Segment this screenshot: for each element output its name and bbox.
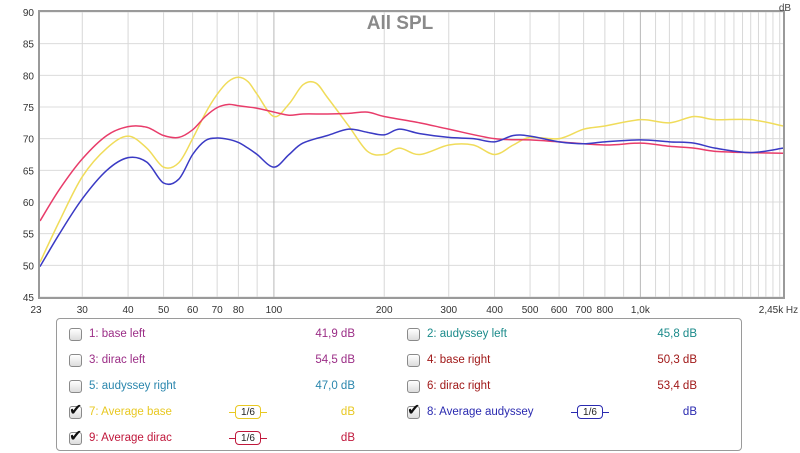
series-line-average-dirac <box>39 103 784 222</box>
legend-value: 41,9 dB <box>315 328 355 340</box>
legend-label: 8: Average audyssey <box>427 406 534 418</box>
legend-item-average-dirac[interactable]: ✔ 9: Average dirac 1/6 dB <box>69 428 389 450</box>
legend-value: dB <box>682 406 697 418</box>
x-tick-label: 30 <box>77 305 89 316</box>
checkbox-base-right[interactable] <box>407 354 420 367</box>
smoothing-value: 1/6 <box>235 431 261 445</box>
legend-item-audyssey-left[interactable]: 2: audyssey left 45,8 dB <box>407 326 727 346</box>
series-lines <box>39 76 784 267</box>
x-tick-label: 100 <box>266 305 283 316</box>
checkbox-average-audyssey[interactable]: ✔ <box>407 402 421 419</box>
x-tick-label: 2,45k <box>759 305 784 316</box>
smoothing-selector-average-audyssey[interactable]: 1/6 <box>571 405 609 421</box>
legend-value: 47,0 dB <box>315 380 355 392</box>
series-line-average-audyssey <box>39 128 784 267</box>
checkbox-dirac-right[interactable] <box>407 380 420 393</box>
y-tick-label: 80 <box>23 71 35 82</box>
checkbox-dirac-left[interactable] <box>69 354 82 367</box>
legend-panel: 1: base left 41,9 dB 2: audyssey left 45… <box>56 318 742 451</box>
plot-frame <box>38 10 785 299</box>
x-tick-label: 40 <box>123 305 135 316</box>
checkbox-base-left[interactable] <box>69 328 82 341</box>
series-line-average-base <box>39 76 784 263</box>
legend-value: 45,8 dB <box>657 328 697 340</box>
checkbox-average-dirac[interactable]: ✔ <box>69 428 83 445</box>
x-tick-label: 23 <box>30 305 42 316</box>
legend-label: 9: Average dirac <box>89 432 172 444</box>
x-tick-label: 80 <box>233 305 245 316</box>
spl-chart: 45 50 55 60 65 70 75 80 85 90 23 30 40 50 60 70 80 100 20… <box>23 3 798 316</box>
legend-label: 7: Average base <box>89 406 172 418</box>
legend-label: 5: audyssey right <box>89 380 176 392</box>
checkbox-audyssey-right[interactable] <box>69 380 82 393</box>
legend-label: 2: audyssey left <box>427 328 507 340</box>
y-axis: 45 50 55 60 65 70 75 80 85 90 <box>23 8 35 304</box>
legend-item-average-base[interactable]: ✔ 7: Average base 1/6 dB <box>69 402 389 424</box>
y-tick-label: 60 <box>23 198 35 209</box>
x-tick-label: 800 <box>597 305 614 316</box>
legend-label: 6: dirac right <box>427 380 491 392</box>
legend-value: 50,3 dB <box>657 354 697 366</box>
legend-item-dirac-left[interactable]: 3: dirac left 54,5 dB <box>69 352 389 372</box>
legend-item-base-right[interactable]: 4: base right 50,3 dB <box>407 352 727 372</box>
y-tick-label: 65 <box>23 166 35 177</box>
x-tick-label: 1,0k <box>631 305 651 316</box>
y-tick-label: 55 <box>23 230 35 241</box>
x-axis: 23 30 40 50 60 70 80 100 200 300 400 500 600 700 800 1,… <box>30 305 784 316</box>
legend-value: 53,4 dB <box>657 380 697 392</box>
x-tick-label: 400 <box>486 305 503 316</box>
x-tick-label: 700 <box>575 305 592 316</box>
x-axis-unit: Hz <box>786 305 798 316</box>
legend-item-base-left[interactable]: 1: base left 41,9 dB <box>69 326 389 346</box>
x-tick-label: 500 <box>522 305 539 316</box>
legend-item-average-audyssey[interactable]: ✔ 8: Average audyssey 1/6 dB <box>407 402 727 424</box>
legend-label: 1: base left <box>89 328 146 340</box>
checkbox-average-base[interactable]: ✔ <box>69 402 83 419</box>
checkmark-icon: ✔ <box>69 402 83 419</box>
y-tick-label: 50 <box>23 261 35 272</box>
smoothing-value: 1/6 <box>235 405 261 419</box>
checkbox-audyssey-left[interactable] <box>407 328 420 341</box>
y-tick-label: 90 <box>23 8 35 19</box>
legend-label: 4: base right <box>427 354 491 366</box>
y-tick-label: 75 <box>23 103 35 114</box>
checkmark-icon: ✔ <box>407 402 421 419</box>
legend-value: dB <box>340 406 355 418</box>
y-tick-label: 70 <box>23 135 35 146</box>
legend-item-dirac-right[interactable]: 6: dirac right 53,4 dB <box>407 378 727 398</box>
smoothing-selector-average-dirac[interactable]: 1/6 <box>229 431 267 447</box>
smoothing-selector-average-base[interactable]: 1/6 <box>229 405 267 421</box>
x-tick-label: 200 <box>376 305 393 316</box>
x-tick-label: 70 <box>212 305 224 316</box>
smoothing-value: 1/6 <box>577 405 603 419</box>
chart-title: All SPL <box>367 13 434 34</box>
legend-label: 3: dirac left <box>89 354 146 366</box>
x-tick-label: 600 <box>551 305 568 316</box>
legend-value: 54,5 dB <box>315 354 355 366</box>
x-tick-label: 300 <box>440 305 457 316</box>
legend-value: dB <box>340 432 355 444</box>
legend-item-audyssey-right[interactable]: 5: audyssey right 47,0 dB <box>69 378 389 398</box>
y-tick-label: 45 <box>23 293 35 304</box>
checkmark-icon: ✔ <box>69 428 83 445</box>
x-tick-label: 50 <box>158 305 170 316</box>
y-tick-label: 85 <box>23 40 35 51</box>
y-axis-unit: dB <box>779 3 792 14</box>
x-tick-label: 60 <box>187 305 199 316</box>
